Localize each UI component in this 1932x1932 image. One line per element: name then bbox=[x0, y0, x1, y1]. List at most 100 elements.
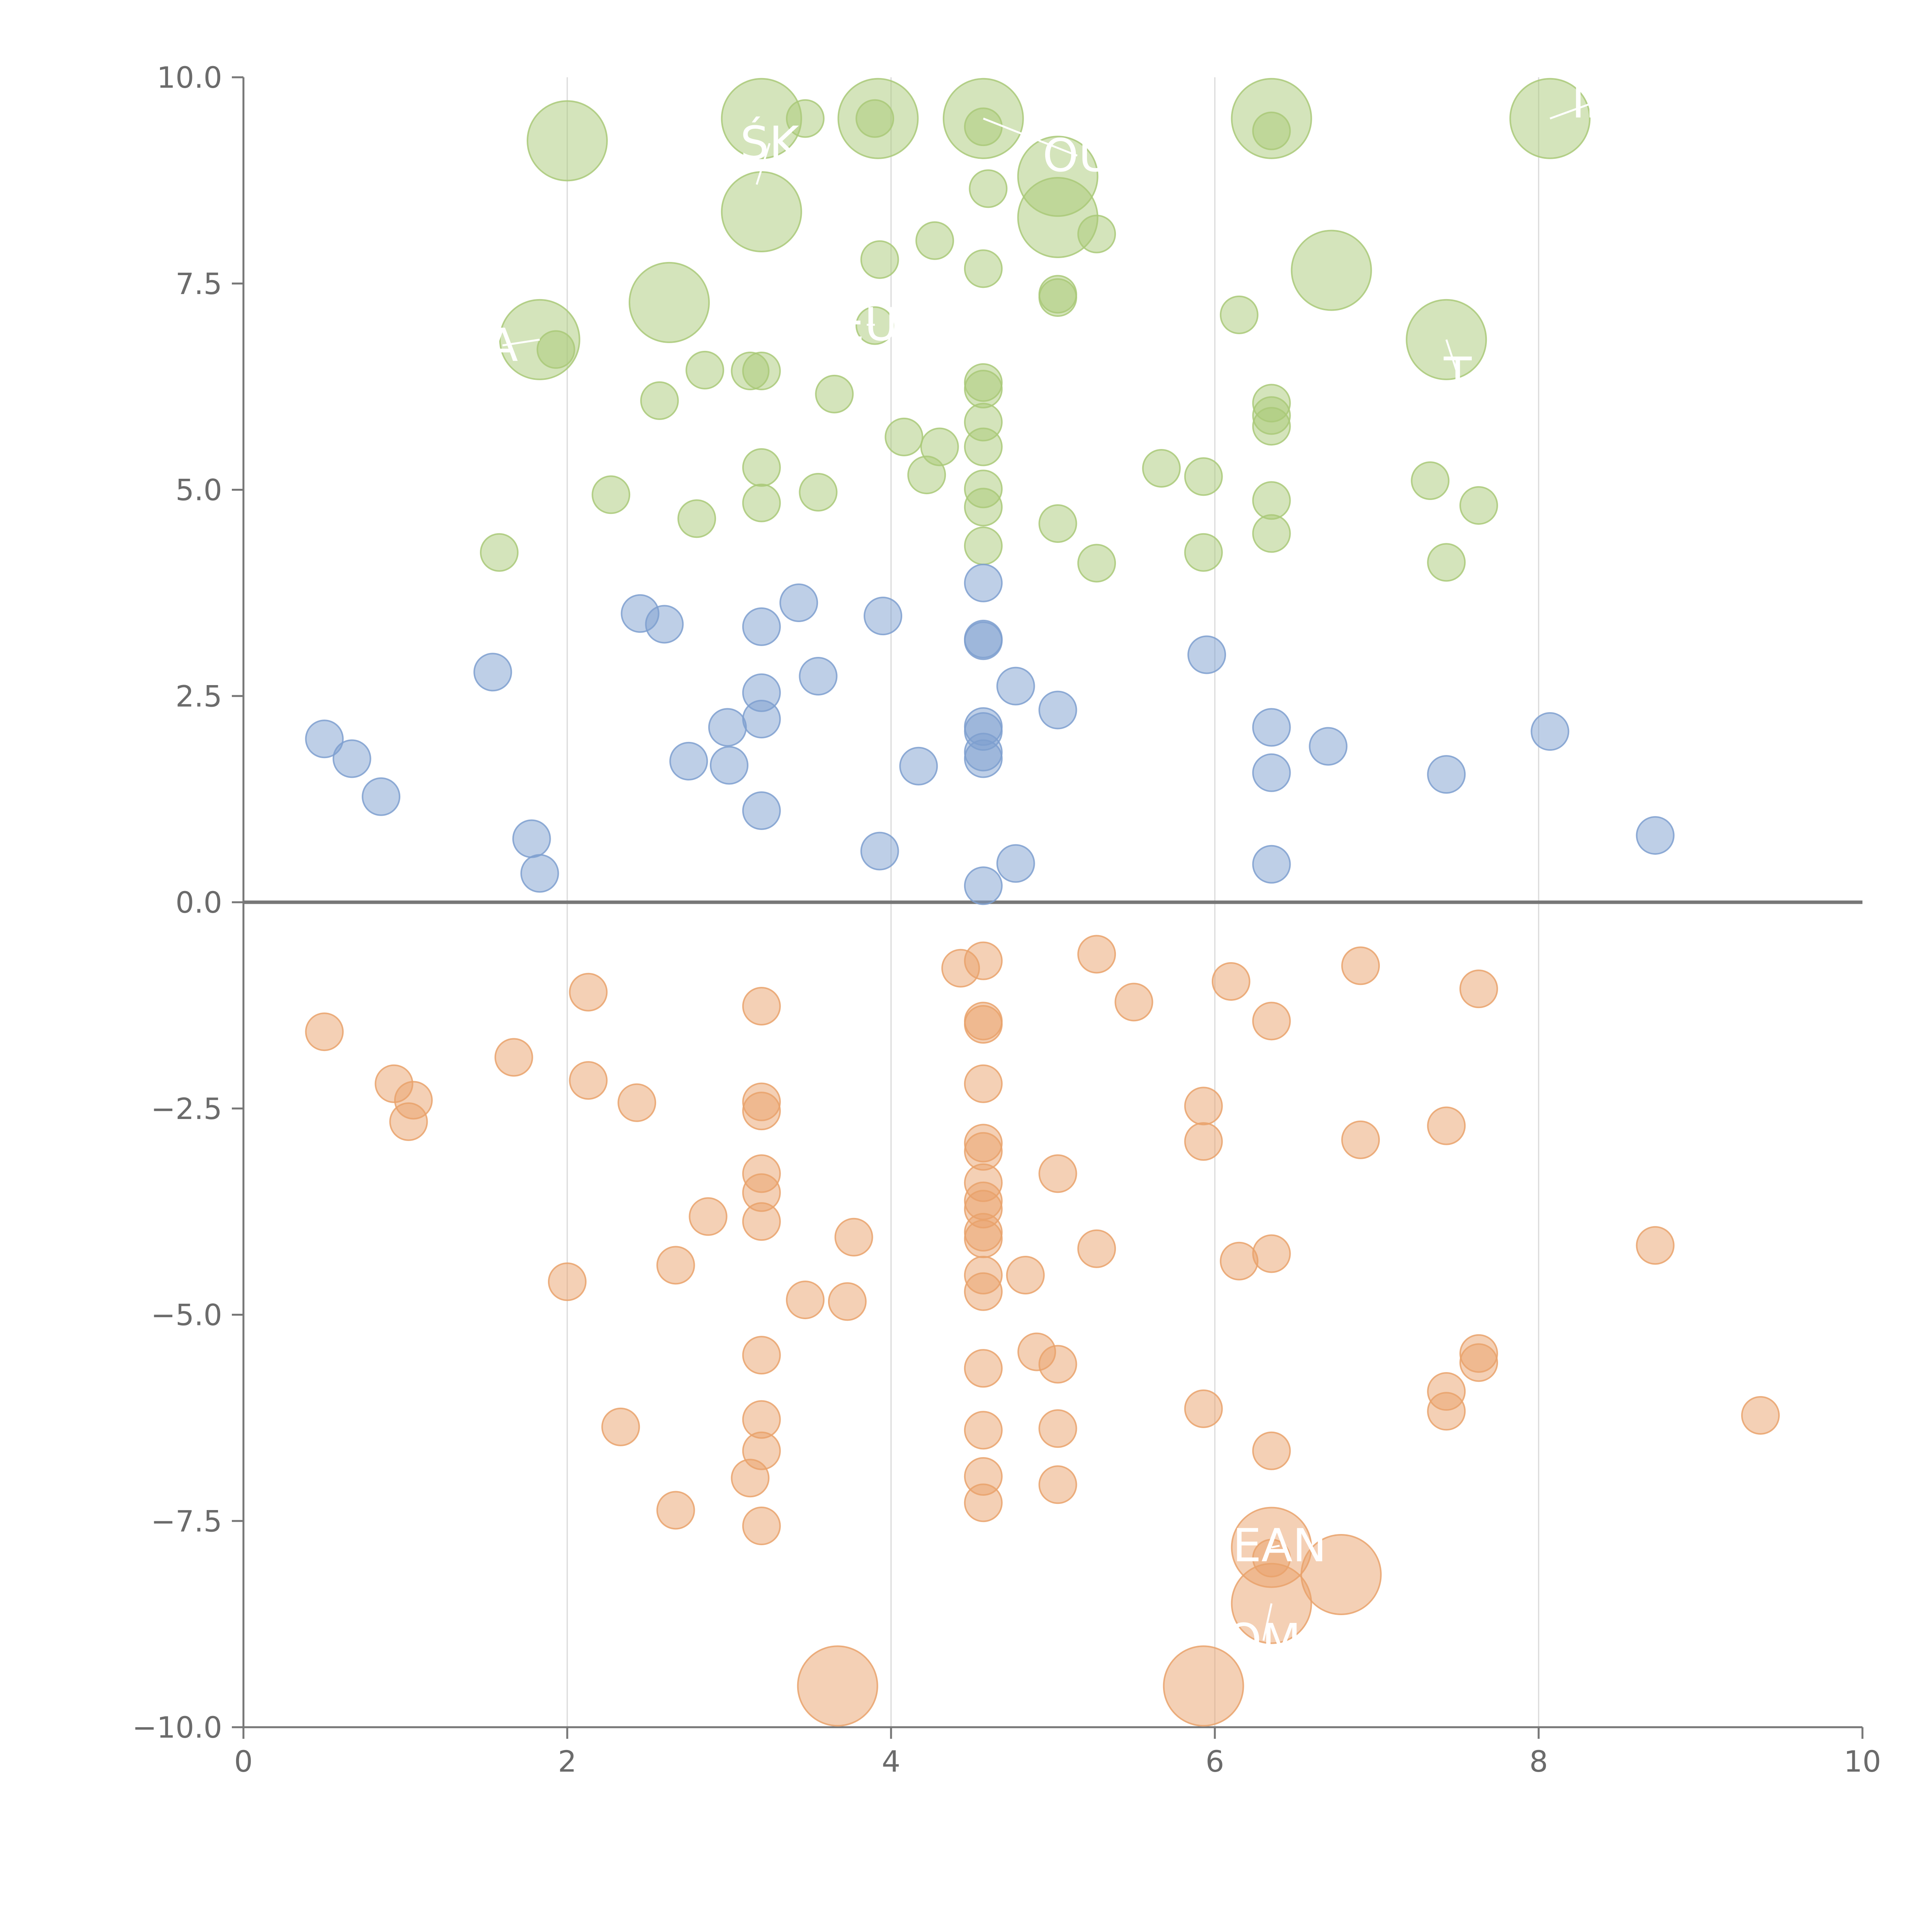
y-tick-label: −5.0 bbox=[151, 1298, 222, 1332]
orange-bubble bbox=[1459, 969, 1498, 1009]
orange-bubble bbox=[1038, 1345, 1077, 1384]
orange-bubble bbox=[1252, 1002, 1291, 1041]
blue-bubble bbox=[964, 866, 1003, 905]
y-tick-label: 10.0 bbox=[157, 60, 222, 95]
bubbles bbox=[305, 78, 1780, 1727]
orange-bubble bbox=[1341, 1120, 1380, 1159]
orange-bubble bbox=[731, 1459, 770, 1498]
orange-bubble bbox=[494, 1038, 533, 1077]
blue-bubble bbox=[742, 607, 781, 646]
green-bubble bbox=[1291, 230, 1372, 311]
orange-bubble bbox=[548, 1262, 587, 1301]
orange-bubble bbox=[742, 1507, 781, 1546]
blue-bubble bbox=[710, 746, 748, 785]
orange-bubble bbox=[964, 1272, 1003, 1311]
green-bubble bbox=[1184, 457, 1223, 496]
orange-bubble bbox=[1077, 935, 1116, 974]
orange-bubble bbox=[742, 1336, 781, 1375]
orange-bubble bbox=[742, 1092, 781, 1131]
orange-bubble bbox=[1163, 1645, 1244, 1727]
orange-bubble bbox=[1252, 1431, 1291, 1470]
blue-bubble bbox=[1252, 753, 1291, 792]
orange-bubble bbox=[656, 1246, 695, 1285]
orange-bubble bbox=[1427, 1106, 1466, 1145]
green-bubble bbox=[1252, 111, 1291, 150]
green-bubble bbox=[964, 370, 1003, 409]
orange-bubble bbox=[1006, 1256, 1045, 1295]
label-leader-line bbox=[983, 117, 1078, 157]
orange-bubble bbox=[1184, 1122, 1223, 1161]
axes: 0 2 4 6 8 10 10.0 7.5 5.0 2.5 0.0 −2.5 −5.0 −7.5 −10.0 bbox=[132, 60, 1881, 1779]
green-bubble bbox=[742, 483, 781, 522]
orange-bubble bbox=[1184, 1087, 1223, 1126]
orange-bubble bbox=[797, 1645, 878, 1727]
green-bubble bbox=[1038, 278, 1077, 317]
green-bubble bbox=[1038, 504, 1077, 543]
green-bubble bbox=[742, 448, 781, 487]
green-bubble bbox=[1459, 486, 1498, 525]
orange-bubble bbox=[1252, 1234, 1291, 1273]
blue-bubble bbox=[779, 583, 818, 622]
x-tick-label: 10 bbox=[1844, 1744, 1881, 1779]
blue-bubble bbox=[1636, 816, 1675, 855]
orange-bubble bbox=[689, 1197, 728, 1236]
orange-bubble bbox=[1038, 1409, 1077, 1448]
x-tick-label: 8 bbox=[1529, 1744, 1548, 1779]
bubble-label: OM bbox=[1226, 1614, 1301, 1667]
orange-bubble bbox=[964, 1064, 1003, 1103]
blue-bubble bbox=[473, 653, 512, 692]
y-tick-label: −7.5 bbox=[151, 1504, 222, 1538]
green-bubble bbox=[1219, 295, 1259, 334]
orange-bubble bbox=[964, 1219, 1003, 1259]
green-bubble bbox=[1252, 407, 1291, 446]
blue-bubble bbox=[1309, 727, 1348, 766]
orange-bubble bbox=[1038, 1154, 1077, 1193]
bubble-label: ŚK bbox=[740, 116, 800, 170]
green-bubble bbox=[1184, 533, 1223, 572]
label-leader-line bbox=[755, 143, 771, 185]
label-leader-line bbox=[1445, 339, 1459, 375]
green-bubble bbox=[685, 350, 724, 389]
green-bubble bbox=[1077, 544, 1116, 583]
orange-bubble bbox=[1184, 1389, 1223, 1428]
y-tick-label: 0.0 bbox=[175, 885, 222, 920]
green-bubble bbox=[742, 352, 781, 391]
blue-bubble bbox=[1252, 845, 1291, 884]
blue-bubble bbox=[1427, 755, 1466, 794]
green-bubble bbox=[915, 221, 954, 260]
y-tick-label: 2.5 bbox=[175, 679, 222, 713]
blue-bubble bbox=[362, 777, 401, 816]
bubble-labels: ŚK OU IN EU A T EAN OM bbox=[487, 75, 1619, 1667]
blue-bubble bbox=[708, 708, 747, 747]
green-bubble bbox=[1252, 481, 1291, 520]
orange-bubble bbox=[834, 1218, 873, 1257]
orange-bubble bbox=[1077, 1229, 1116, 1268]
orange-bubble bbox=[569, 973, 608, 1012]
blue-bubble bbox=[1252, 708, 1291, 747]
bubble-label: A bbox=[487, 318, 518, 372]
green-bubble bbox=[1252, 514, 1291, 553]
orange-bubble bbox=[1427, 1392, 1466, 1431]
green-bubble bbox=[860, 240, 899, 279]
green-bubble bbox=[1142, 449, 1181, 488]
green-bubble bbox=[799, 473, 838, 512]
y-tick-label: 5.0 bbox=[175, 473, 222, 507]
orange-bubble bbox=[305, 1012, 344, 1051]
orange-bubble bbox=[617, 1083, 656, 1122]
blue-bubble bbox=[864, 597, 903, 636]
orange-bubble bbox=[1300, 1534, 1382, 1616]
orange-bubble bbox=[1741, 1396, 1780, 1435]
green-bubble bbox=[964, 488, 1003, 527]
orange-bubble bbox=[964, 1005, 1003, 1044]
x-tick-label: 4 bbox=[882, 1744, 900, 1779]
orange-bubble bbox=[1038, 1465, 1077, 1504]
blue-bubble bbox=[1531, 712, 1570, 751]
green-bubble bbox=[677, 499, 716, 538]
label-leader-line bbox=[1262, 1603, 1273, 1641]
blue-bubble bbox=[305, 719, 344, 759]
blue-bubble bbox=[996, 844, 1035, 883]
bubble-label: T bbox=[1443, 347, 1472, 401]
green-bubble bbox=[527, 100, 608, 182]
blue-bubble bbox=[1187, 635, 1226, 674]
